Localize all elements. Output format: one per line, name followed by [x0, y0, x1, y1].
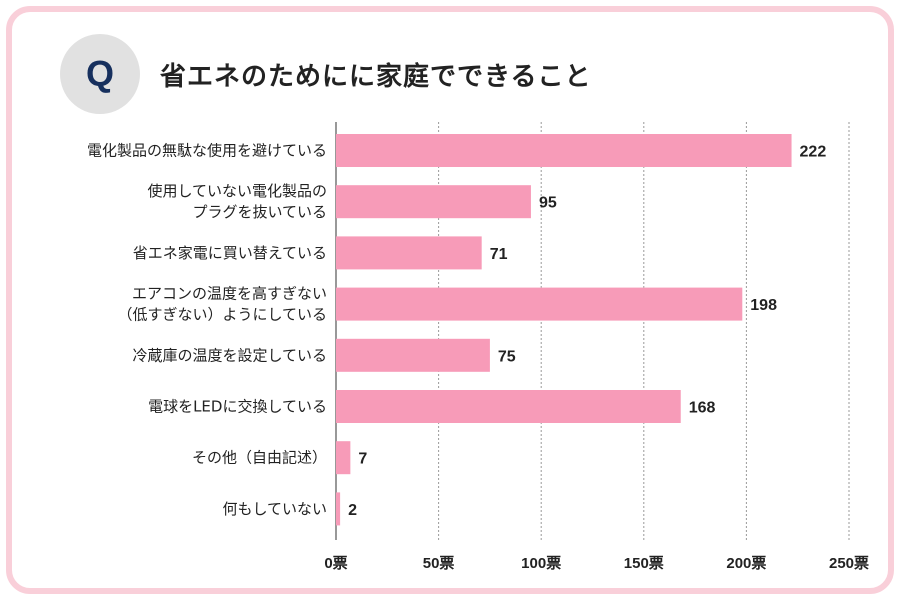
bar: [336, 236, 482, 270]
category-label: その他（自由記述）: [192, 449, 327, 467]
bar: [336, 287, 743, 321]
value-label: 2: [348, 502, 357, 519]
x-tick-label: 100票: [521, 555, 561, 572]
value-label: 95: [539, 195, 557, 212]
value-label: 198: [750, 297, 777, 314]
category-label: 使用していない電化製品のプラグを抜いている: [147, 182, 327, 221]
bar: [336, 338, 490, 372]
value-label: 75: [498, 348, 516, 365]
category-label: 冷蔵庫の温度を設定している: [132, 346, 327, 364]
category-label: エアコンの温度を高すぎない（低すぎない）ようにしている: [117, 285, 327, 324]
x-tick-label: 50票: [423, 555, 455, 572]
x-tick-label: 250票: [829, 555, 869, 572]
value-label: 168: [689, 400, 716, 417]
category-label: 何もしていない: [222, 500, 327, 518]
bar: [336, 390, 681, 423]
category-label: 電化製品の無駄な使用を避けている: [87, 142, 327, 160]
chart-title: 省エネのためにに家庭でできること: [160, 62, 592, 92]
category-label: 電球をLEDに交換している: [148, 398, 327, 416]
value-label: 222: [800, 144, 827, 161]
question-badge: Q: [60, 34, 140, 114]
bar: [336, 134, 792, 167]
category-label: 省エネ家電に買い替えている: [133, 244, 327, 262]
question-letter: Q: [85, 53, 114, 94]
bar: [336, 492, 341, 526]
value-label: 71: [490, 246, 508, 263]
x-tick-label: 200票: [726, 555, 766, 572]
value-label: 7: [358, 451, 367, 468]
x-tick-label: 0票: [324, 555, 347, 572]
bar: [336, 185, 531, 219]
bar: [336, 441, 351, 475]
x-tick-label: 150票: [624, 555, 664, 572]
